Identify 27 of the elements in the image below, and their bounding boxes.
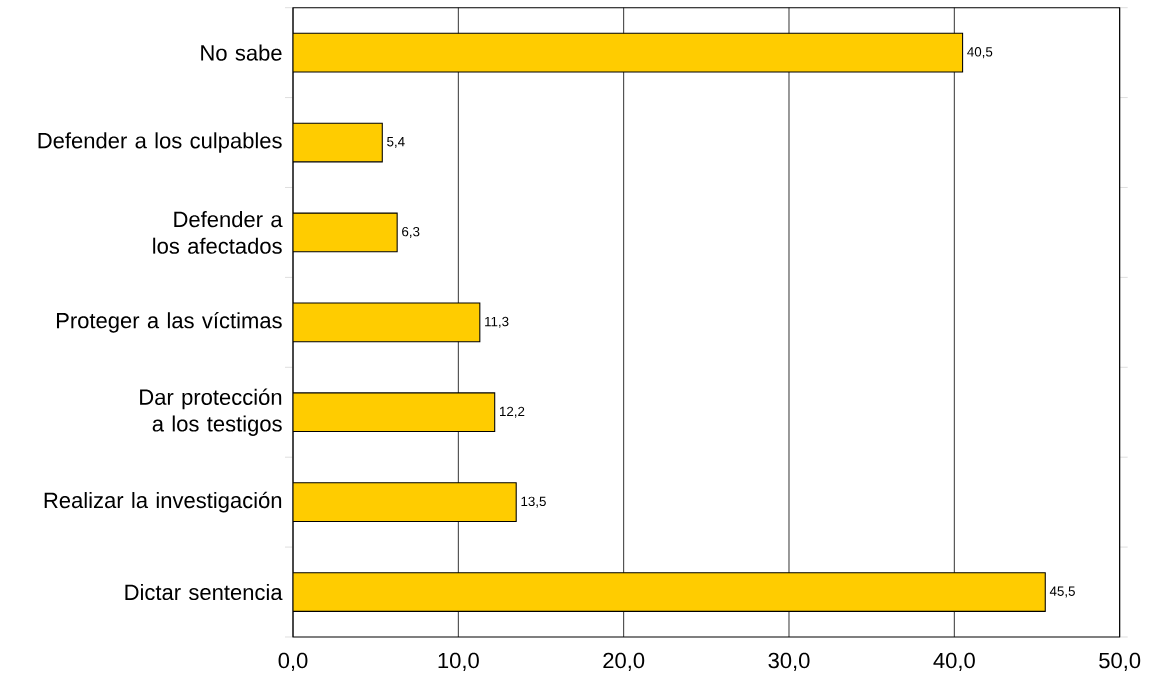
bar [293, 122, 383, 163]
bar [293, 212, 398, 253]
x-tick-label: 40,0 [933, 652, 975, 671]
y-tick-label: Dictar sentencia [125, 583, 283, 601]
bar [293, 32, 964, 73]
y-tick-label: Defender a los afectados [153, 211, 283, 254]
x-tick-label: 50,0 [1099, 652, 1141, 671]
y-tick-label: Defender a los culpables [38, 132, 282, 153]
y-tick-label: No sabe [201, 44, 282, 61]
x-tick-label: 0,0 [278, 652, 308, 671]
data-label: 6,3 [402, 226, 420, 238]
y-tick-label: Realizar la investigación [44, 491, 282, 513]
data-label: 13,5 [521, 496, 546, 508]
bar [293, 572, 1046, 612]
data-label: 12,2 [500, 406, 525, 418]
x-tick-label: 20,0 [603, 652, 645, 671]
data-label: 45,5 [1049, 586, 1075, 598]
x-tick-label: 10,0 [438, 652, 479, 671]
y-tick-label: Dar protección a los testigos [140, 388, 282, 436]
data-label: 11,3 [485, 316, 509, 328]
data-label: 5,4 [387, 137, 405, 148]
y-tick-label: Proteger a las víctimas [56, 311, 282, 333]
bar [293, 302, 481, 343]
data-label: 40,5 [967, 47, 993, 59]
bar [293, 482, 517, 523]
bar [293, 392, 496, 433]
x-tick-label: 30,0 [768, 652, 810, 671]
